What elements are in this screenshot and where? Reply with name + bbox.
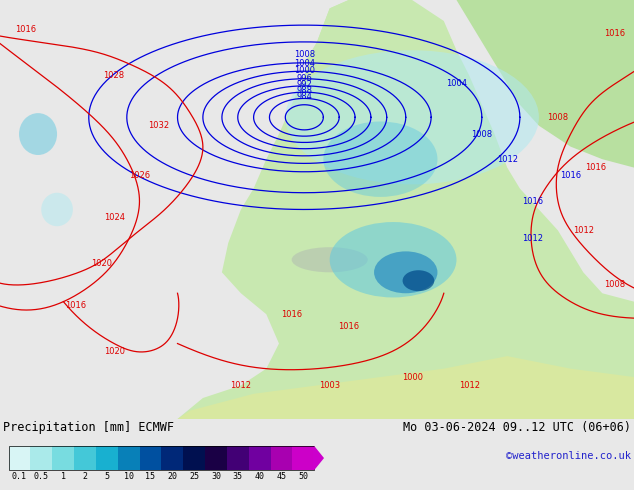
Text: 2: 2 — [82, 472, 87, 481]
Text: 0.1: 0.1 — [12, 472, 27, 481]
Text: 992: 992 — [297, 80, 312, 89]
Text: 1012: 1012 — [522, 234, 543, 244]
Text: 1000: 1000 — [401, 372, 423, 382]
Text: 1008: 1008 — [547, 113, 569, 122]
Bar — [205, 446, 227, 470]
Ellipse shape — [330, 222, 456, 297]
Text: 30: 30 — [211, 472, 221, 481]
Bar — [271, 446, 292, 470]
Text: 1003: 1003 — [319, 381, 340, 390]
FancyArrow shape — [313, 446, 324, 470]
Text: 1016: 1016 — [15, 25, 36, 34]
Polygon shape — [178, 0, 634, 419]
Text: 10: 10 — [124, 472, 134, 481]
Text: 40: 40 — [255, 472, 264, 481]
Text: 15: 15 — [145, 472, 155, 481]
Text: 1008: 1008 — [471, 129, 493, 139]
Text: 1024: 1024 — [103, 213, 125, 222]
Ellipse shape — [403, 270, 434, 291]
Bar — [162, 446, 183, 470]
Bar — [292, 446, 314, 470]
Text: 1020: 1020 — [91, 259, 112, 269]
Text: 1012: 1012 — [230, 381, 252, 390]
Text: 1008: 1008 — [604, 280, 626, 290]
Text: 1032: 1032 — [148, 121, 169, 130]
Text: 1016: 1016 — [560, 172, 581, 180]
Text: 1016: 1016 — [65, 301, 87, 310]
Bar — [96, 446, 118, 470]
Text: 1016: 1016 — [604, 29, 626, 38]
Ellipse shape — [19, 113, 57, 155]
Text: ©weatheronline.co.uk: ©weatheronline.co.uk — [506, 451, 631, 461]
Text: 1026: 1026 — [129, 172, 150, 180]
Ellipse shape — [285, 50, 539, 184]
Text: 996: 996 — [296, 74, 313, 82]
Ellipse shape — [292, 247, 368, 272]
Bar — [8, 446, 314, 470]
Bar — [249, 446, 271, 470]
Polygon shape — [178, 356, 634, 419]
Bar — [139, 446, 162, 470]
Bar — [30, 446, 52, 470]
Bar — [74, 446, 96, 470]
Text: 45: 45 — [276, 472, 287, 481]
Text: 988: 988 — [296, 86, 313, 95]
Text: 1: 1 — [61, 472, 65, 481]
Ellipse shape — [374, 251, 437, 293]
Text: Mo 03-06-2024 09..12 UTC (06+06): Mo 03-06-2024 09..12 UTC (06+06) — [403, 421, 631, 434]
Text: 20: 20 — [167, 472, 178, 481]
Polygon shape — [456, 0, 634, 168]
Bar — [227, 446, 249, 470]
Text: 0.5: 0.5 — [34, 472, 49, 481]
Ellipse shape — [41, 193, 73, 226]
Text: 1012: 1012 — [458, 381, 480, 390]
Bar — [8, 446, 30, 470]
Text: 1000: 1000 — [294, 67, 315, 75]
Text: 35: 35 — [233, 472, 243, 481]
Text: 1016: 1016 — [585, 163, 607, 172]
Text: 1008: 1008 — [294, 50, 315, 59]
Text: 1004: 1004 — [294, 59, 315, 68]
Bar — [183, 446, 205, 470]
Ellipse shape — [323, 122, 437, 197]
Text: 1012: 1012 — [496, 155, 518, 164]
Polygon shape — [304, 0, 431, 92]
Bar — [118, 446, 139, 470]
Text: 25: 25 — [189, 472, 199, 481]
Text: 5: 5 — [104, 472, 109, 481]
Text: Precipitation [mm] ECMWF: Precipitation [mm] ECMWF — [3, 421, 174, 434]
Text: 1012: 1012 — [573, 226, 594, 235]
Text: 50: 50 — [298, 472, 308, 481]
Text: 1028: 1028 — [103, 71, 125, 80]
Text: 1020: 1020 — [103, 347, 125, 356]
Text: 1016: 1016 — [338, 322, 359, 331]
Text: 984: 984 — [296, 93, 313, 101]
Text: 1016: 1016 — [522, 196, 543, 206]
Text: 1016: 1016 — [281, 310, 302, 318]
Text: 1004: 1004 — [446, 79, 467, 88]
Bar — [52, 446, 74, 470]
